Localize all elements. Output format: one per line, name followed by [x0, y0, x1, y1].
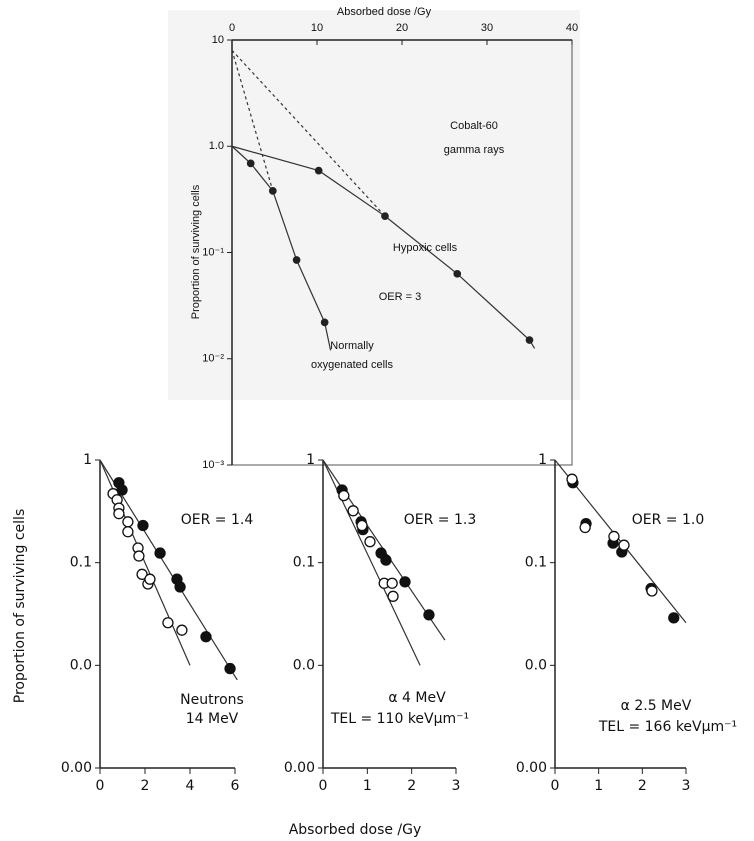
filled-point: [314, 166, 323, 175]
annotation: 14 MeV: [186, 711, 239, 727]
filled-point: [200, 631, 212, 643]
x-axis-label: Absorbed dose /Gy: [289, 822, 422, 838]
open-point: [144, 573, 156, 585]
y-tick-label: 0.00: [61, 760, 92, 776]
open-point: [133, 550, 145, 562]
open-point: [113, 508, 125, 520]
filled-point: [381, 212, 389, 220]
open-point: [608, 530, 620, 543]
filled-point: [268, 187, 277, 195]
open-point: [356, 519, 368, 532]
open-point: [338, 489, 350, 502]
y-tick-label: 1.0: [209, 140, 224, 152]
x-tick-label: 0: [551, 778, 560, 794]
x-tick-label: 2: [407, 778, 416, 794]
x-axis-label: Absorbed dose /Gy: [337, 6, 432, 18]
x-tick-label: 1: [594, 778, 603, 794]
y-tick-label: 10⁻¹: [202, 246, 224, 258]
x-tick-label: 0: [319, 778, 328, 794]
y-tick-label: 10⁻²: [202, 353, 224, 365]
y-tick-label: 1: [83, 452, 92, 468]
y-tick-label: 0.00: [516, 760, 547, 776]
x-tick-label: 40: [566, 22, 578, 34]
y-tick-label: 1: [538, 452, 547, 468]
open-point: [122, 526, 134, 538]
top-chart: 0 10 20 30 40 10 1.0 10⁻¹ 10⁻² 10⁻³ Cobalt-60 gamma…: [190, 6, 578, 471]
open-point: [136, 568, 148, 580]
x-tick-label: 3: [682, 778, 691, 794]
x-tick-label: 30: [481, 22, 493, 34]
fit-line: [99, 459, 238, 681]
filled-point: [453, 269, 462, 278]
x-tick-label: 0: [229, 22, 235, 34]
filled-point: [668, 612, 680, 624]
y-tick-label: 0.1: [293, 555, 315, 571]
filled-point: [399, 576, 411, 588]
y-axis-label: Proportion of surviving cells: [12, 509, 28, 704]
annotation: gamma rays: [444, 144, 505, 156]
open-point: [387, 590, 399, 602]
filled-point: [380, 554, 392, 566]
open-point: [162, 617, 174, 629]
x-tick-label: 6: [231, 778, 240, 794]
y-tick-label: 0.0: [525, 657, 547, 673]
annotation: Normally: [330, 340, 374, 352]
scan-background: [168, 10, 580, 400]
annotation: TEL = 166 keVμm⁻¹: [598, 719, 737, 735]
open-point: [364, 536, 376, 548]
open-point: [646, 585, 658, 597]
annotation: α 2.5 MeV: [621, 698, 692, 714]
open-point: [176, 624, 188, 636]
y-tick-label: 0.0: [293, 657, 315, 673]
filled-point: [320, 318, 329, 327]
y-tick-label: 0.0: [70, 657, 92, 673]
open-point: [347, 505, 359, 517]
x-tick-label: 4: [186, 778, 195, 794]
filled-point: [246, 159, 255, 168]
filled-point: [137, 519, 149, 532]
fit-line: [231, 49, 386, 217]
open-point: [618, 539, 630, 551]
y-tick-label: 10: [212, 34, 224, 46]
x-tick-label: 0: [96, 778, 105, 794]
annotation: OER = 3: [379, 291, 422, 303]
filled-point: [525, 336, 534, 344]
filled-point: [154, 547, 166, 559]
filled-point: [423, 609, 435, 621]
filled-point: [292, 256, 301, 264]
y-tick-label: 10⁻³: [202, 459, 224, 471]
x-tick-label: 1: [363, 778, 372, 794]
y-tick-label: 0.1: [525, 555, 547, 571]
annotation: OER = 1.0: [632, 512, 705, 528]
y-tick-label: 1: [306, 452, 315, 468]
annotation: Hypoxic cells: [393, 242, 458, 254]
y-axis-label: Proportion of surviving cells: [190, 184, 202, 319]
x-tick-label: 10: [311, 22, 323, 34]
fit-line: [231, 50, 274, 192]
annotation: Neutrons: [180, 692, 244, 708]
open-point: [566, 473, 578, 485]
annotation: oxygenated cells: [311, 359, 393, 371]
filled-point: [174, 581, 186, 593]
x-tick-label: 2: [141, 778, 150, 794]
filled-point: [224, 662, 236, 675]
annotation: α 4 MeV: [388, 690, 446, 706]
annotation: OER = 1.3: [404, 512, 477, 528]
x-tick-label: 20: [396, 22, 408, 34]
annotation: OER = 1.4: [181, 512, 254, 528]
annotation: TEL = 110 keVμm⁻¹: [330, 711, 469, 727]
fit-line: [231, 145, 332, 351]
annotation: Cobalt-60: [450, 120, 498, 132]
y-tick-label: 0.1: [70, 555, 92, 571]
x-tick-label: 3: [452, 778, 461, 794]
open-point: [386, 577, 398, 589]
open-point: [579, 521, 591, 534]
x-tick-label: 2: [638, 778, 647, 794]
y-tick-label: 0.00: [284, 760, 315, 776]
open-point: [122, 516, 134, 528]
